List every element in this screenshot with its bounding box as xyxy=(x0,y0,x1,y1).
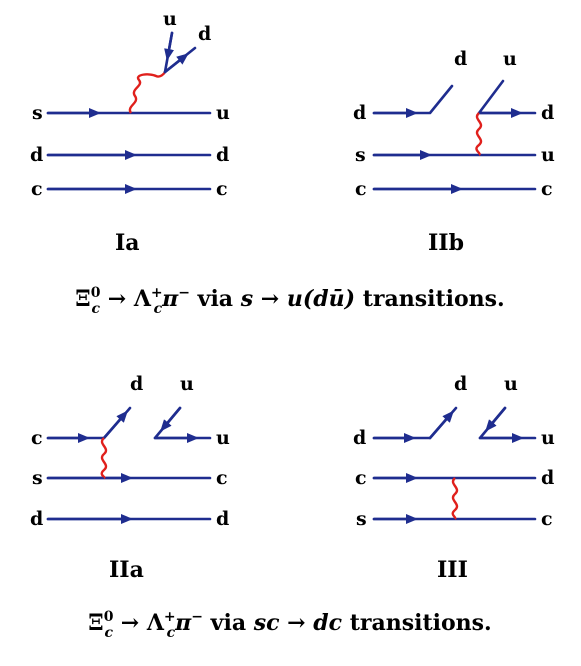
quark-line-u-in xyxy=(153,406,212,440)
caption-Ia: Ia xyxy=(115,230,140,256)
label-left: s xyxy=(32,102,43,124)
label-right: c xyxy=(216,467,228,489)
caption-IIb: IIb xyxy=(428,230,464,256)
tail-text: transitions. xyxy=(355,286,505,312)
label-left: c xyxy=(31,178,43,200)
lambda-symbol: Λ xyxy=(146,610,165,636)
label-right: c xyxy=(216,178,228,200)
quark-line-u-in xyxy=(477,79,537,115)
lambda-symbol: Λ xyxy=(133,286,152,312)
label-right: u xyxy=(216,427,230,449)
subscript: c xyxy=(154,301,163,317)
label-top: d xyxy=(130,373,143,395)
diagram-Ia: s d c u d c u d Ia xyxy=(30,8,230,256)
label-top: u xyxy=(180,373,194,395)
label-left: d xyxy=(30,508,43,530)
arrow-text: → xyxy=(100,286,134,312)
superscript: − xyxy=(191,609,203,625)
superscript: 0 xyxy=(91,285,101,301)
arrow-text: → xyxy=(113,610,147,636)
arrow xyxy=(163,53,189,74)
label-left: s xyxy=(356,508,367,530)
transition-math: s → u(dū) xyxy=(240,286,355,312)
pi-symbol: π xyxy=(174,610,192,636)
transition-math: sc → dc xyxy=(253,610,343,636)
label-right: d xyxy=(216,144,229,166)
label-top: u xyxy=(503,48,517,70)
label-top: d xyxy=(454,48,467,70)
w-boson-line xyxy=(100,437,108,480)
xi-symbol: Ξ xyxy=(75,286,90,312)
via-text: via xyxy=(190,286,241,312)
tail-text: transitions. xyxy=(342,610,492,636)
label-left: d xyxy=(353,102,366,124)
superscript: 0 xyxy=(104,609,114,625)
w-boson-line xyxy=(128,71,167,114)
label-right: c xyxy=(541,178,553,200)
quark-line-u-in xyxy=(478,406,537,440)
caption-III: III xyxy=(437,557,468,583)
superscript: − xyxy=(178,285,190,301)
diagram-IIb: d s c d u c d u IIb xyxy=(353,48,555,256)
label-right: u xyxy=(216,102,230,124)
arrow xyxy=(428,410,454,440)
label-left: d xyxy=(353,427,366,449)
label-right: u xyxy=(541,144,555,166)
label-right: d xyxy=(541,102,554,124)
arrow xyxy=(160,406,182,432)
w-boson-line xyxy=(451,477,459,520)
label-left: s xyxy=(32,467,43,489)
caption-IIa: IIa xyxy=(109,557,144,583)
superscript: + xyxy=(151,285,163,301)
subscript: c xyxy=(92,301,101,317)
label-top: u xyxy=(504,373,518,395)
diagram-III: d c s u d c d u III xyxy=(353,373,555,583)
label-left: c xyxy=(355,467,367,489)
pi-symbol: π xyxy=(161,286,179,312)
label-top: d xyxy=(454,373,467,395)
quark-line-d-out xyxy=(372,84,454,115)
label-left: c xyxy=(355,178,367,200)
label-left: c xyxy=(31,427,43,449)
label-right: u xyxy=(541,427,555,449)
label-right: d xyxy=(216,508,229,530)
description-bottom: Ξ0 c → Λ+ cπ− via sc → dc transitions. xyxy=(88,609,491,641)
arrow xyxy=(485,406,507,432)
superscript: + xyxy=(164,609,176,625)
w-boson-line xyxy=(475,112,483,156)
label-right: c xyxy=(541,508,553,530)
via-text: via xyxy=(203,610,254,636)
label-top: d xyxy=(198,23,211,45)
subscript: c xyxy=(105,625,114,641)
subscript: c xyxy=(167,625,176,641)
arrow xyxy=(164,31,174,61)
label-left: d xyxy=(30,144,43,166)
label-top: u xyxy=(163,8,177,30)
description-top: Ξ0 c → Λ+ cπ− via s → u(dū) transitions. xyxy=(75,285,504,317)
arrow xyxy=(102,410,128,440)
label-left: s xyxy=(355,144,366,166)
xi-symbol: Ξ xyxy=(88,610,103,636)
diagram-IIa: c s d u c d d u IIa xyxy=(30,373,230,583)
label-right: d xyxy=(541,467,554,489)
